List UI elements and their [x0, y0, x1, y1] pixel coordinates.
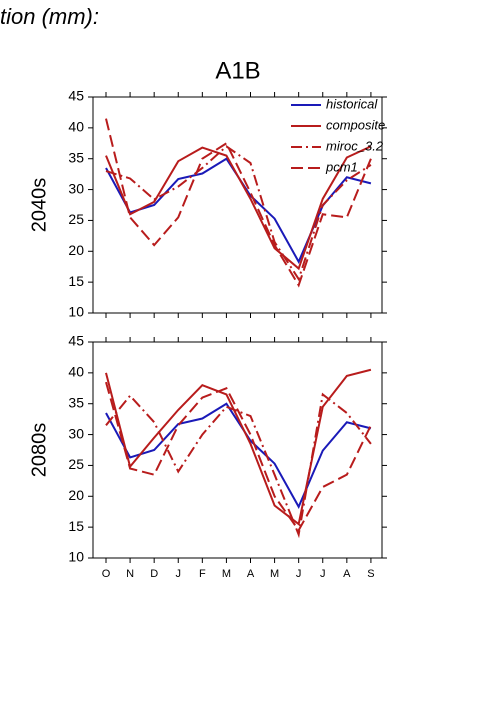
plot-frame	[92, 96, 383, 314]
plot-frame	[92, 341, 383, 559]
legend-label: historical	[326, 96, 378, 111]
y-tick-label: 15	[68, 518, 84, 534]
y-tick-label: 40	[68, 119, 84, 135]
series-line	[105, 381, 372, 533]
x-tick-label: A	[343, 568, 351, 580]
x-tick-label: O	[102, 568, 111, 580]
y-tick-label: 30	[68, 425, 84, 441]
y-tick-label: 25	[68, 211, 84, 227]
scenario-title: A1B	[215, 57, 260, 84]
x-tick-label: N	[126, 568, 134, 580]
y-tick-label: 30	[68, 180, 84, 196]
series-line	[105, 368, 372, 526]
legend-label: composite	[326, 117, 385, 132]
series-line	[105, 118, 372, 288]
x-tick-label: J	[320, 568, 326, 580]
y-tick-label: 35	[68, 149, 84, 165]
series-line	[105, 145, 372, 282]
y-tick-label: 45	[68, 333, 84, 349]
series-line	[105, 392, 372, 539]
y-tick-label: 45	[68, 88, 84, 104]
x-tick-label: M	[270, 568, 279, 580]
series-line	[105, 402, 372, 510]
panel-label: 2040s	[28, 178, 50, 233]
x-tick-label: M	[222, 568, 231, 580]
y-tick-label: 15	[68, 273, 84, 289]
y-tick-label: 35	[68, 394, 84, 410]
x-tick-label: S	[367, 568, 374, 580]
page-title: tion (mm):	[0, 4, 99, 29]
y-tick-label: 40	[68, 364, 84, 380]
x-tick-label: D	[150, 568, 158, 580]
series-line	[105, 145, 372, 271]
legend-label: miroc_3.2	[326, 138, 384, 153]
y-tick-label: 25	[68, 456, 84, 472]
y-tick-label: 20	[68, 487, 84, 503]
legend-label: pcm1	[325, 159, 358, 174]
x-tick-label: J	[176, 568, 182, 580]
panel-label: 2080s	[28, 423, 50, 478]
y-tick-label: 20	[68, 242, 84, 258]
x-tick-label: F	[199, 568, 206, 580]
x-tick-label: J	[296, 568, 302, 580]
y-tick-label: 10	[68, 549, 84, 565]
y-tick-label: 10	[68, 304, 84, 320]
x-tick-label: A	[247, 568, 255, 580]
